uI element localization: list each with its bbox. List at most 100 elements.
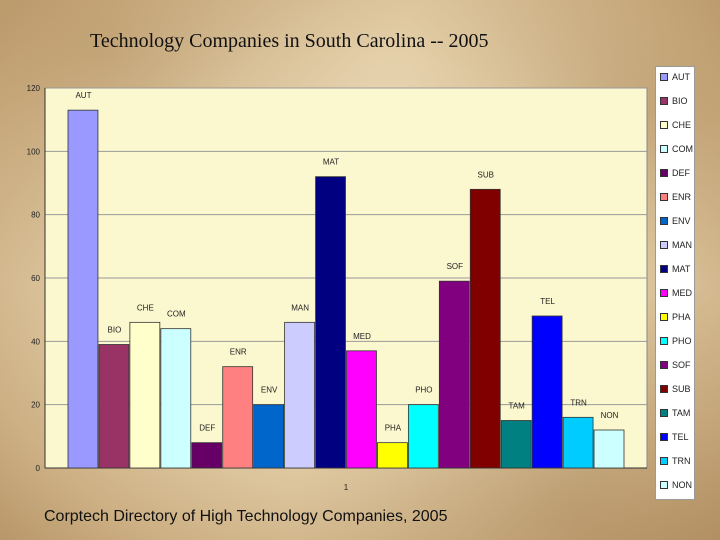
bar-label-bio: BIO (108, 326, 122, 335)
bar-label-che: CHE (137, 303, 154, 312)
legend-item-sof: SOF (660, 359, 691, 371)
bar-non (593, 429, 625, 469)
legend-swatch (660, 313, 668, 321)
legend-swatch (660, 193, 668, 201)
bar-label-com: COM (167, 310, 186, 319)
y-tick-label: 20 (31, 401, 40, 410)
bar-label-sub: SUB (478, 170, 494, 179)
bar-env (253, 404, 285, 469)
bar-label-sof: SOF (447, 262, 464, 271)
bar-sof (438, 280, 470, 469)
bar-label-tel: TEL (540, 297, 555, 306)
bar-label-env: ENV (261, 386, 278, 395)
legend-label: COM (672, 144, 693, 154)
bar-label-tam: TAM (509, 402, 526, 411)
legend-label: TAM (672, 408, 691, 418)
bar-che (129, 321, 161, 469)
bar-label-enr: ENR (230, 348, 247, 357)
bar-sub (469, 188, 501, 469)
legend-item-che: CHE (660, 119, 691, 131)
legend-swatch (660, 145, 668, 153)
legend-item-def: DEF (660, 167, 690, 179)
legend-label: AUT (672, 72, 690, 82)
bar-pha (377, 442, 408, 469)
bar-label-aut: AUT (75, 91, 91, 100)
legend-item-bio: BIO (660, 95, 688, 107)
legend-item-trn: TRN (660, 455, 691, 467)
source-caption: Corptech Directory of High Technology Co… (44, 508, 448, 525)
legend-label: DEF (672, 168, 690, 178)
legend-label: PHA (672, 312, 691, 322)
bar-label-mat: MAT (323, 158, 339, 167)
legend-swatch (660, 289, 668, 297)
bar-med (346, 350, 377, 469)
bar-aut (67, 109, 99, 469)
legend-label: MAN (672, 240, 692, 250)
legend-label: NON (672, 480, 692, 490)
legend-label: MAT (672, 264, 691, 274)
bar-label-non: NON (601, 411, 619, 420)
legend-label: PHO (672, 336, 692, 346)
y-tick-label: 0 (36, 464, 41, 473)
legend-item-sub: SUB (660, 383, 691, 395)
legend-label: ENR (672, 192, 692, 202)
legend-item-env: ENV (660, 215, 691, 227)
legend-label: BIO (672, 96, 688, 106)
legend-swatch (660, 481, 668, 489)
bar-label-pho: PHO (415, 386, 432, 395)
y-tick-label: 100 (27, 147, 41, 156)
legend-swatch (660, 385, 668, 393)
legend-swatch (660, 97, 668, 105)
bar-label-trn: TRN (570, 398, 587, 407)
bar-pho (407, 404, 439, 469)
legend-label: TRN (672, 456, 691, 466)
legend-item-med: MED (660, 287, 692, 299)
legend-item-man: MAN (660, 239, 692, 251)
legend-item-pho: PHO (660, 335, 692, 347)
bar-com (160, 328, 192, 469)
bar-tel (531, 315, 563, 469)
legend-label: ENV (672, 216, 691, 226)
legend-item-tel: TEL (660, 431, 689, 443)
legend-item-enr: ENR (660, 191, 691, 203)
bar-trn (562, 416, 594, 469)
bar-def (191, 442, 223, 469)
bar-label-def: DEF (199, 424, 215, 433)
legend-swatch (660, 73, 668, 81)
legend-item-pha: PHA (660, 311, 691, 323)
legend-swatch (660, 409, 668, 417)
chart-legend: AUT BIO CHE COM DEF ENR ENV MAN MAT MED PHA PHO SOF S… (655, 66, 695, 500)
bar-man (284, 321, 315, 469)
legend-label: SUB (672, 384, 691, 394)
y-tick-label: 60 (31, 274, 40, 283)
bar-mat (315, 176, 346, 469)
legend-swatch (660, 169, 668, 177)
y-tick-label: 80 (31, 211, 40, 220)
legend-item-mat: MAT (660, 263, 690, 275)
bar-label-med: MED (353, 332, 371, 341)
legend-swatch (660, 265, 668, 273)
legend-item-aut: AUT (660, 71, 690, 83)
x-tick-label: 1 (344, 483, 349, 492)
legend-item-tam: TAM (660, 407, 690, 419)
legend-swatch (660, 337, 668, 345)
bar-bio (98, 344, 130, 469)
bar-label-pha: PHA (385, 424, 402, 433)
legend-label: TEL (672, 432, 689, 442)
legend-item-non: NON (660, 479, 692, 491)
legend-swatch (660, 433, 668, 441)
legend-label: MED (672, 288, 692, 298)
y-tick-label: 120 (27, 84, 41, 93)
legend-swatch (660, 361, 668, 369)
bar-enr (222, 366, 254, 469)
legend-swatch (660, 217, 668, 225)
legend-label: SOF (672, 360, 691, 370)
legend-swatch (660, 457, 668, 465)
y-tick-label: 40 (31, 337, 40, 346)
slide-title: Technology Companies in South Carolina -… (90, 30, 489, 52)
legend-item-com: COM (660, 143, 693, 155)
legend-swatch (660, 241, 668, 249)
bar-label-man: MAN (291, 303, 309, 312)
legend-swatch (660, 121, 668, 129)
